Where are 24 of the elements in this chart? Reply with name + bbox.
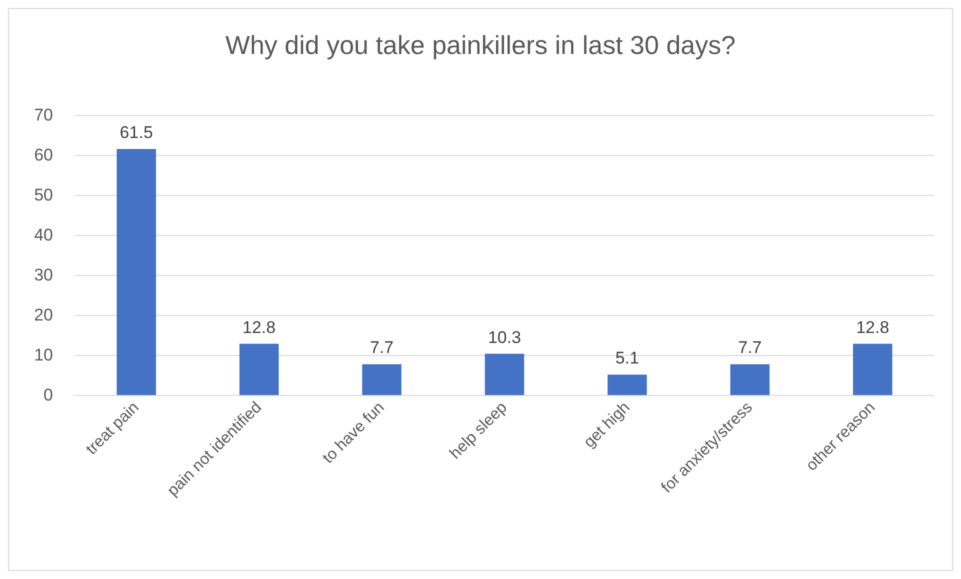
chart-title: Why did you take painkillers in last 30 days? — [225, 30, 736, 60]
y-tick-label: 20 — [34, 306, 53, 324]
bar — [362, 364, 402, 395]
bar — [484, 354, 524, 395]
data-label: 7.7 — [738, 338, 762, 358]
bar — [730, 364, 770, 395]
x-tick-label: get high — [580, 398, 634, 452]
bar — [853, 344, 892, 395]
data-label: 12.8 — [242, 318, 276, 337]
y-tick-label: 30 — [34, 266, 53, 284]
data-label: 5.1 — [615, 348, 640, 368]
data-label: 10.3 — [488, 328, 522, 347]
data-label: 7.7 — [370, 338, 394, 358]
y-tick-label: 60 — [34, 146, 53, 164]
y-tick-label: 0 — [44, 386, 53, 404]
bar — [239, 344, 279, 395]
y-tick-label: 50 — [34, 186, 53, 204]
y-tick-label: 40 — [34, 226, 53, 244]
y-tick-label: 10 — [34, 346, 53, 364]
data-label: 12.8 — [856, 318, 890, 337]
data-label: 61.5 — [120, 123, 153, 142]
y-tick-label: 70 — [34, 106, 53, 124]
bar — [116, 149, 156, 395]
bar — [608, 374, 647, 395]
